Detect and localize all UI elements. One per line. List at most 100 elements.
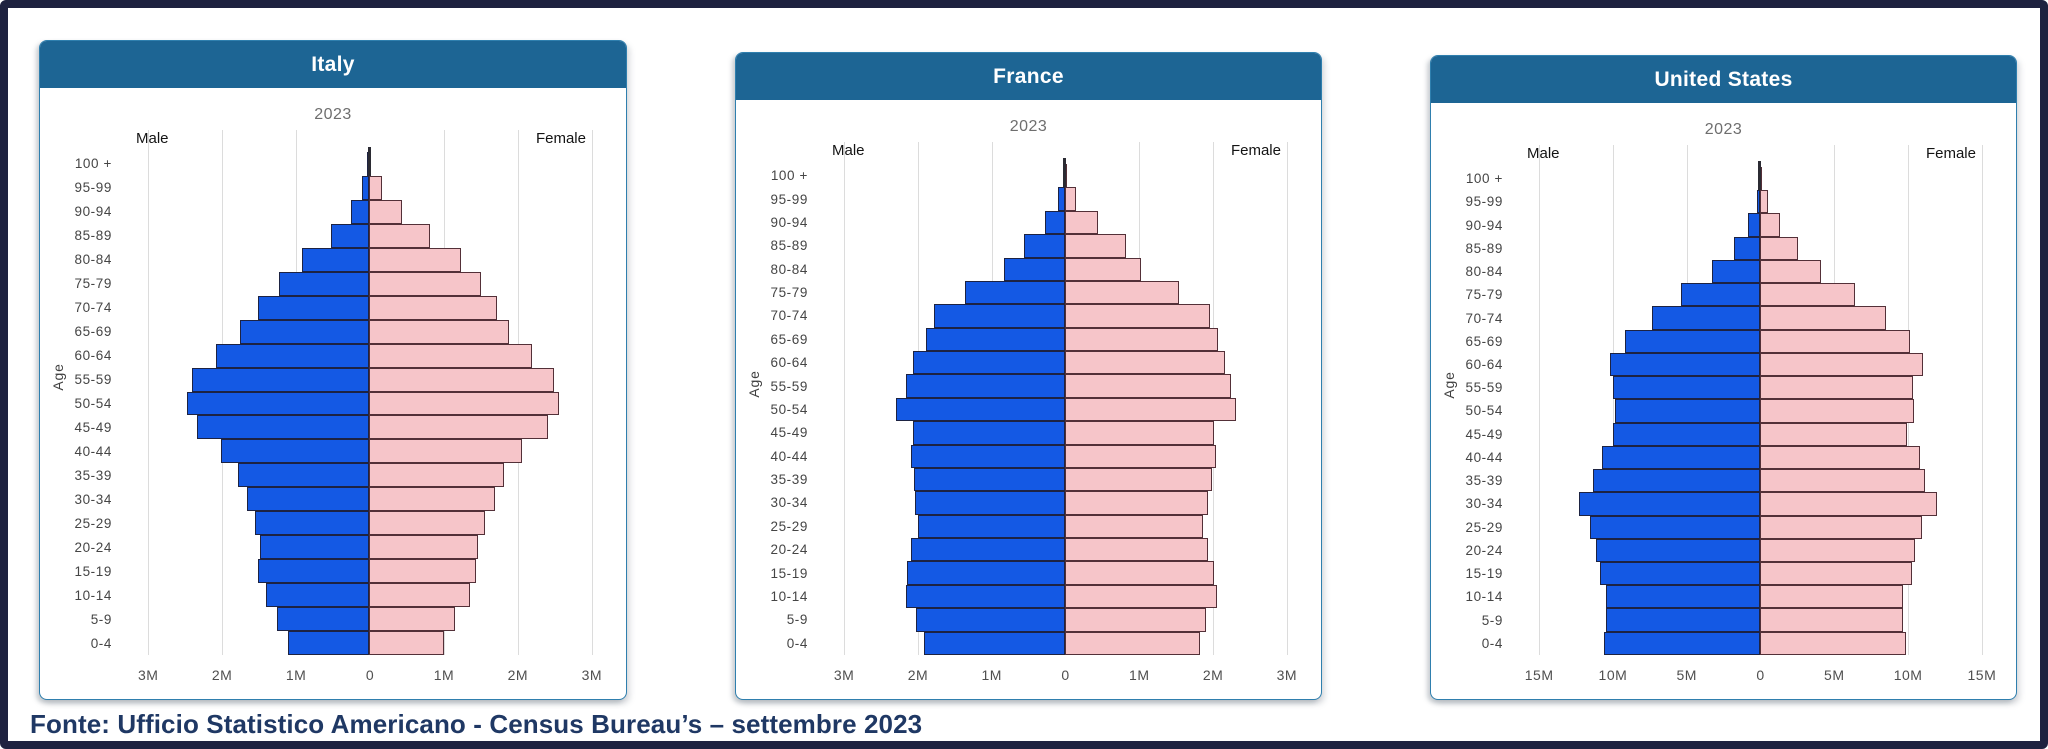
female-bar xyxy=(369,175,382,200)
age-tick-label: 75-79 xyxy=(74,276,112,292)
female-bar xyxy=(369,271,482,296)
female-bar xyxy=(369,559,477,584)
female-bar xyxy=(1064,444,1216,468)
age-row-95-99 xyxy=(1517,190,2002,214)
age-tick-label: 50-54 xyxy=(770,401,808,417)
chart-title: Italy xyxy=(40,41,626,88)
age-row-40-44 xyxy=(1517,445,2002,470)
female-bar xyxy=(1759,236,1798,260)
age-row-95-99 xyxy=(822,187,1307,211)
age-tick-label: 85-89 xyxy=(770,238,808,254)
source-caption: Fonte: Ufficio Statistico Americano - Ce… xyxy=(30,709,941,740)
female-bar xyxy=(369,415,548,440)
female-bar xyxy=(369,607,455,632)
age-tick-label: 95-99 xyxy=(74,180,112,196)
male-bar xyxy=(221,439,369,464)
age-tick-label: 25-29 xyxy=(770,518,808,534)
x-tick-label: 3M xyxy=(1276,667,1298,683)
age-tick-label: 90-94 xyxy=(74,204,112,220)
male-bar xyxy=(1606,608,1760,632)
male-bar xyxy=(914,491,1065,515)
male-bar xyxy=(918,514,1065,538)
age-tick-label: 95-99 xyxy=(1465,194,1503,210)
age-row-70-74 xyxy=(1517,306,2002,330)
male-bar xyxy=(1712,259,1760,284)
x-tick-label: 10M xyxy=(1598,667,1628,683)
female-bar xyxy=(1759,190,1768,214)
age-row-5-9 xyxy=(126,607,612,632)
female-bar xyxy=(1064,351,1226,375)
x-axis-ticks: 3M 2M 1M 0 1M 2M 3M xyxy=(126,667,612,689)
female-bar xyxy=(369,223,431,248)
age-row-45-49 xyxy=(1517,422,2002,446)
age-row-40-44 xyxy=(822,444,1307,468)
age-tick-label: 0-4 xyxy=(1481,635,1503,651)
male-bar xyxy=(1747,213,1760,237)
age-row-20-24 xyxy=(822,538,1307,562)
age-tick-label: 55-59 xyxy=(74,372,112,388)
male-bar xyxy=(215,343,369,368)
chart-area-united-states: 2023 Male Female Age 100 +95-99 90-94 85-89 80-… xyxy=(1431,103,2016,699)
female-bar xyxy=(1064,561,1214,585)
female-bar xyxy=(1759,306,1887,330)
male-bar xyxy=(1610,352,1760,377)
age-tick-label: 60-64 xyxy=(1465,356,1503,372)
age-tick-label: 35-39 xyxy=(1465,473,1503,489)
male-bar xyxy=(258,559,369,584)
female-bar xyxy=(1759,515,1922,539)
male-bar xyxy=(1625,329,1760,353)
age-row-35-39 xyxy=(126,463,612,488)
age-row-10-14 xyxy=(822,584,1307,609)
male-bar xyxy=(913,421,1065,445)
male-bar xyxy=(1589,515,1760,539)
x-tick-label: 2M xyxy=(507,667,529,683)
age-row-70-74 xyxy=(126,295,612,320)
x-axis-ticks: 3M 2M 1M 0 1M 2M 3M xyxy=(822,667,1307,689)
male-bar xyxy=(913,351,1065,375)
age-tick-label: 80-84 xyxy=(74,252,112,268)
male-series-label: Male xyxy=(832,142,865,159)
x-tick-label: 5M xyxy=(1676,667,1697,683)
x-tick-label: 2M xyxy=(907,667,929,683)
age-tick-label: 60-64 xyxy=(770,355,808,371)
female-bar xyxy=(1759,561,1912,586)
male-bar xyxy=(1044,210,1065,235)
age-tick-label: 45-49 xyxy=(74,419,112,435)
female-bar xyxy=(1759,283,1856,307)
male-bar xyxy=(1756,190,1760,214)
female-bar xyxy=(1759,352,1924,377)
chart-title: United States xyxy=(1431,56,2016,103)
female-bar xyxy=(1759,492,1937,516)
age-tick-label: 20-24 xyxy=(1465,542,1503,558)
age-row-60-64 xyxy=(126,343,612,368)
chart-card-italy: Italy 2023 Male Female Age 100 +95-99 90-94 85-… xyxy=(39,40,627,700)
gridline xyxy=(1612,145,1614,655)
age-tick-label: 15-19 xyxy=(74,563,112,579)
age-tick-label: 25-29 xyxy=(1465,519,1503,535)
female-bar xyxy=(369,463,505,488)
age-row-80-84 xyxy=(1517,259,2002,284)
female-bar xyxy=(369,199,403,224)
female-series-label: Female xyxy=(1230,142,1281,159)
age-row-40-44 xyxy=(126,439,612,464)
pyramid-rows xyxy=(822,158,1307,655)
age-tick-label: 55-59 xyxy=(1465,380,1503,396)
male-bar xyxy=(191,367,369,392)
female-bar xyxy=(369,391,560,416)
gridline xyxy=(148,130,150,655)
age-row-100+ xyxy=(1517,161,2002,191)
x-tick-label: 3M xyxy=(581,667,603,683)
male-bar xyxy=(1592,469,1760,493)
female-bar xyxy=(1064,491,1209,515)
female-bar xyxy=(369,319,510,344)
female-bar xyxy=(369,343,532,368)
female-bar xyxy=(1759,259,1822,284)
x-tick-label: 15M xyxy=(1524,667,1554,683)
female-bar xyxy=(1064,631,1200,655)
centenarian-spike xyxy=(367,146,371,176)
age-row-95-99 xyxy=(126,175,612,200)
x-tick-label: 2M xyxy=(211,667,233,683)
female-bar xyxy=(1759,631,1906,655)
gridline xyxy=(844,142,846,655)
gridline xyxy=(1981,145,1983,655)
